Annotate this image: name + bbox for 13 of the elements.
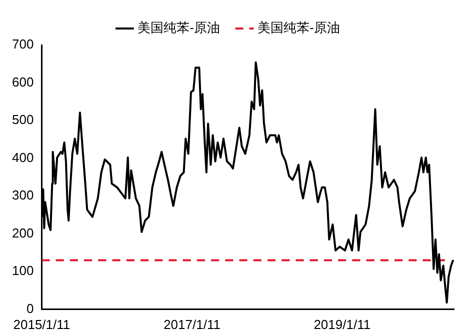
x-tick-label: 2017/1/11 bbox=[164, 316, 220, 332]
x-tick-label: 2019/1/11 bbox=[314, 316, 371, 332]
legend-label: 美国纯苯-原油 bbox=[258, 20, 340, 36]
y-tick-label: 500 bbox=[12, 112, 34, 128]
x-tick-label: 2015/1/11 bbox=[13, 316, 70, 332]
y-tick-label: 700 bbox=[12, 36, 34, 52]
y-tick-label: 100 bbox=[12, 263, 34, 278]
y-tick-label: 0 bbox=[26, 300, 34, 316]
y-tick-label: 300 bbox=[12, 188, 34, 203]
y-tick-label: 600 bbox=[12, 74, 34, 90]
y-tick-label: 400 bbox=[12, 150, 34, 165]
legend-label: 美国纯苯-原油 bbox=[138, 20, 220, 36]
y-tick-label: 200 bbox=[12, 225, 34, 240]
